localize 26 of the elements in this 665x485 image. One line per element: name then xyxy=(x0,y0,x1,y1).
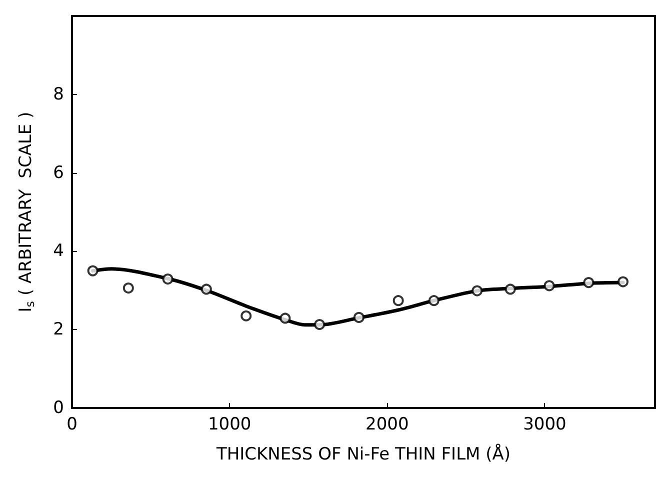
point xyxy=(504,284,516,295)
point xyxy=(618,276,629,288)
y-tick-label: 2 xyxy=(53,320,64,340)
y-tick-label: 0 xyxy=(53,398,64,418)
point xyxy=(472,285,483,296)
point xyxy=(428,295,440,306)
x-tick-label: 0 xyxy=(66,414,78,434)
x-tick-label: 1000 xyxy=(208,414,252,434)
y-tick-label: 6 xyxy=(53,162,64,183)
point xyxy=(583,277,594,288)
y-tick-label: 4 xyxy=(53,241,64,262)
point xyxy=(122,282,134,294)
point xyxy=(392,295,404,306)
point xyxy=(544,280,555,292)
y-tick-label: 8 xyxy=(53,84,64,104)
point xyxy=(353,312,364,323)
point xyxy=(87,265,98,276)
x-tick-label: 3000 xyxy=(523,414,566,434)
point xyxy=(240,310,252,322)
point xyxy=(200,284,212,295)
y-axis-title: Is ( ARBITRARY SCALE ) xyxy=(16,112,37,312)
x-tick-label: 2000 xyxy=(366,414,409,434)
x-axis-title: THICKNESS OF Ni-Fe THIN FILM (Å) xyxy=(215,444,511,464)
point xyxy=(314,319,326,330)
point xyxy=(162,274,174,285)
point xyxy=(280,312,291,324)
